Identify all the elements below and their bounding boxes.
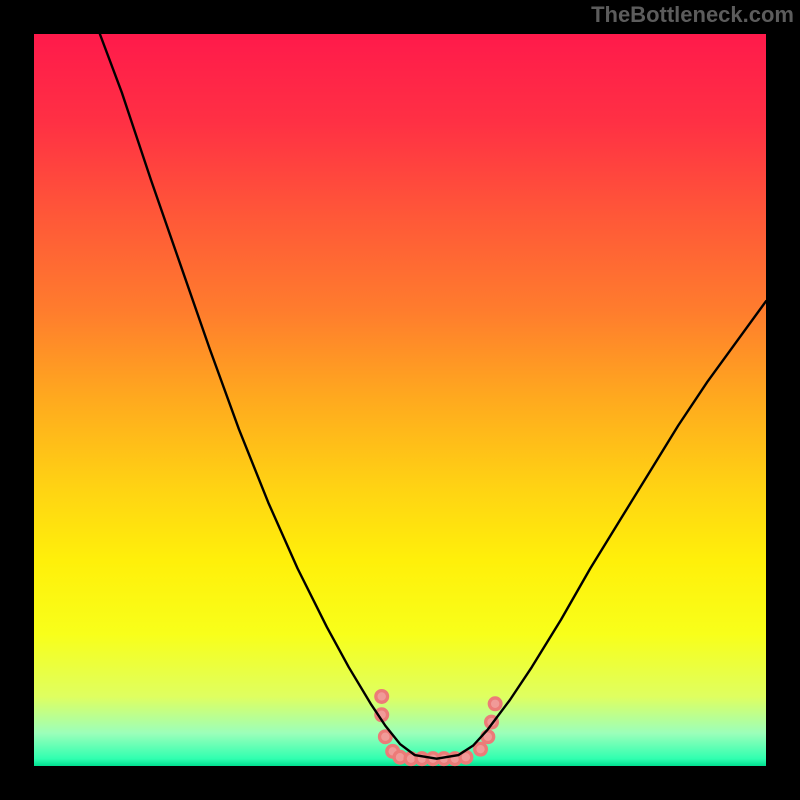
cluster-dot-inner xyxy=(396,753,404,761)
cluster-dot-inner xyxy=(491,700,499,708)
curve-overlay xyxy=(34,34,766,766)
cluster-dot-inner xyxy=(381,733,389,741)
cluster-dot-inner xyxy=(378,692,386,700)
bottleneck-curve xyxy=(100,34,766,759)
watermark-label: TheBottleneck.com xyxy=(585,0,800,30)
plot-area xyxy=(34,34,766,766)
cluster-dot-inner xyxy=(462,753,470,761)
dot-clusters xyxy=(374,689,502,766)
chart-root: TheBottleneck.com xyxy=(0,0,800,800)
cluster-dot-inner xyxy=(476,745,484,753)
